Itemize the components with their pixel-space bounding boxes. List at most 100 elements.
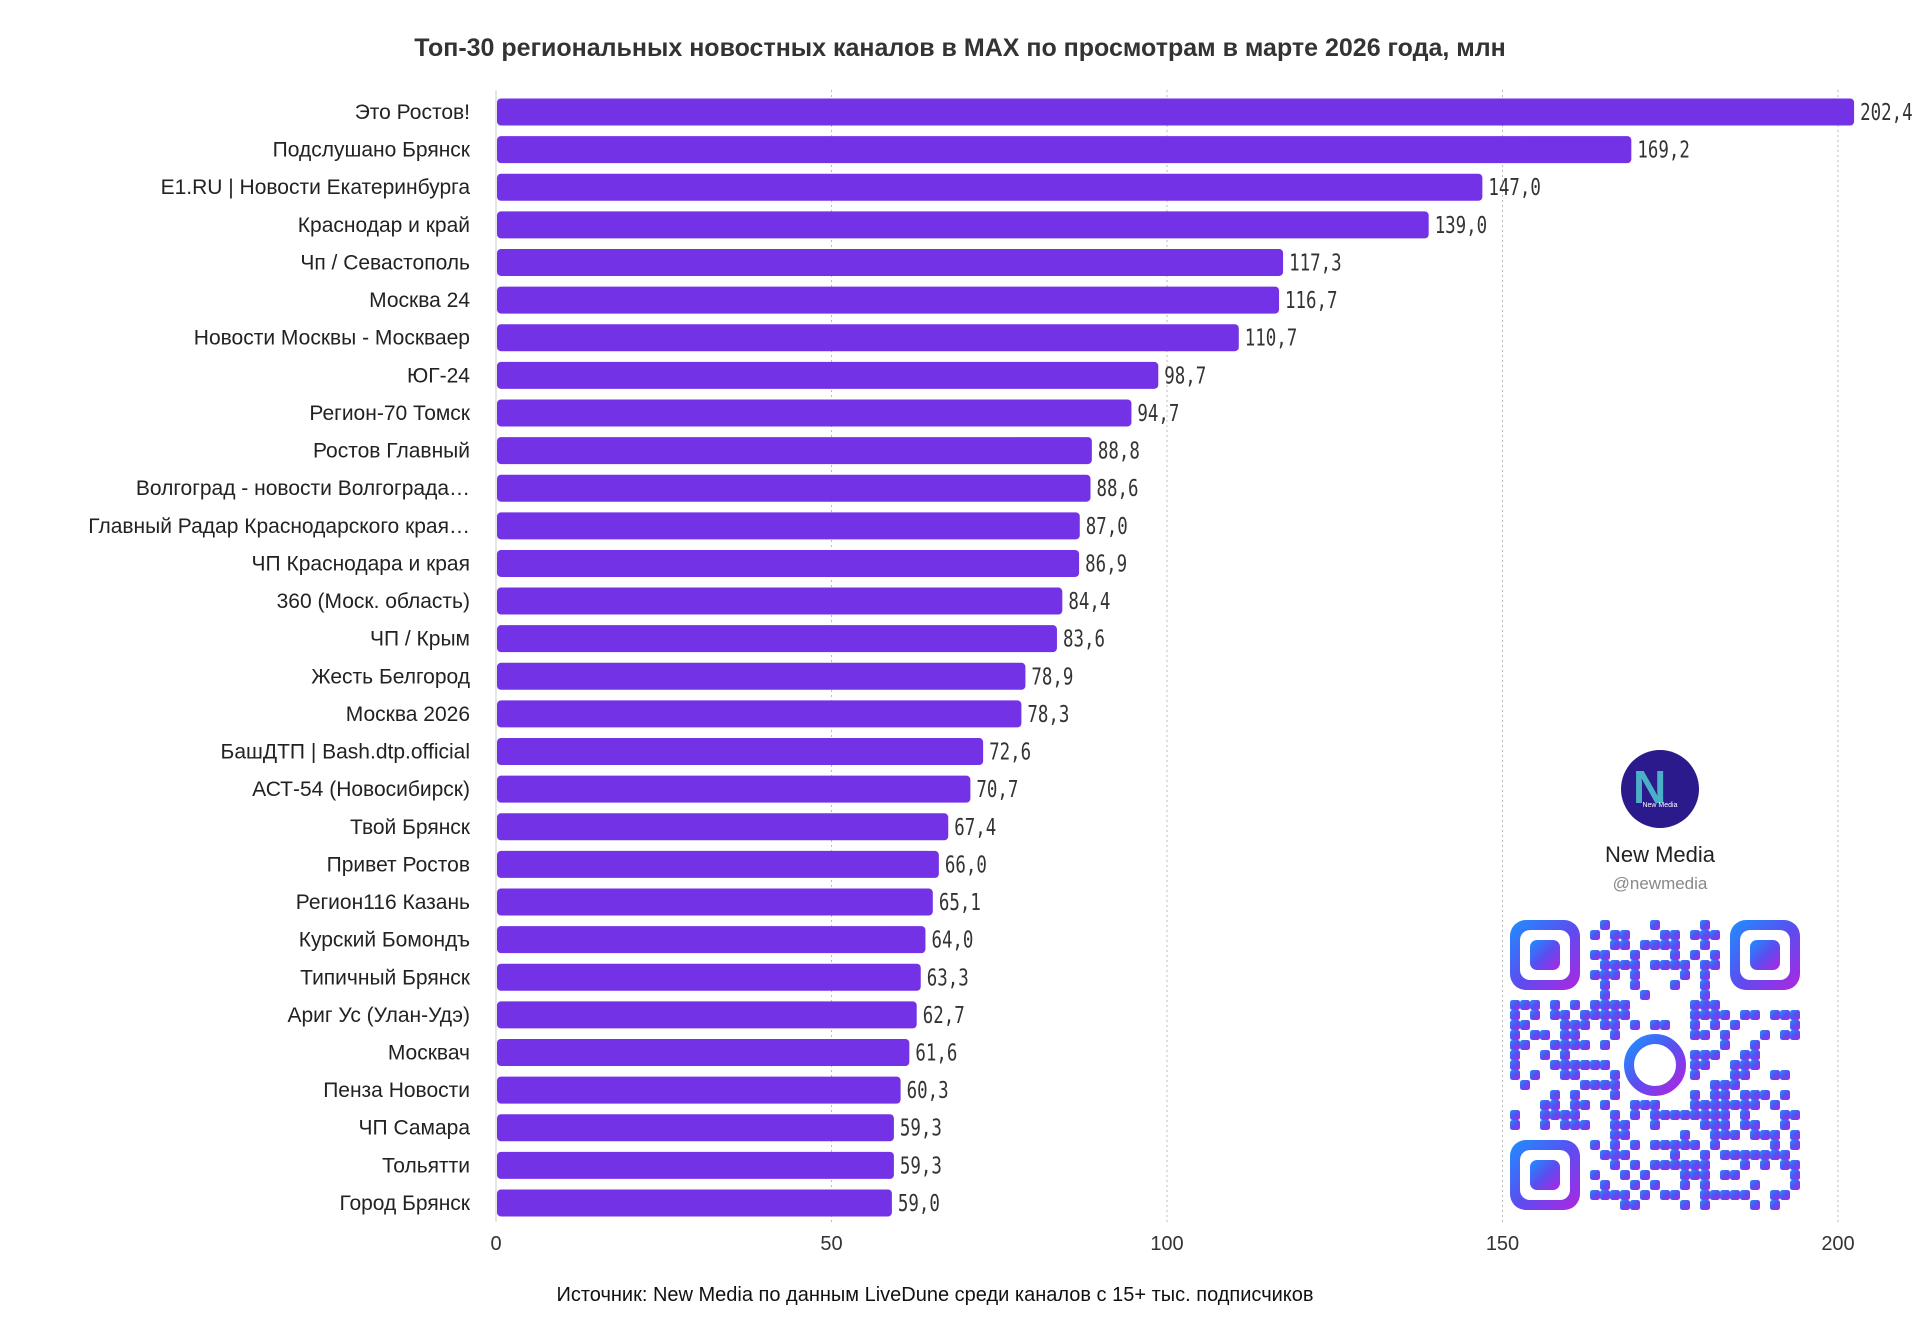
bar bbox=[497, 248, 1284, 276]
category-label: Тольятти bbox=[382, 1154, 470, 1177]
bar bbox=[497, 437, 1092, 465]
category-label: Краснодар и край bbox=[298, 214, 470, 237]
value-label: 169,2 bbox=[1637, 138, 1690, 164]
bar bbox=[497, 136, 1632, 164]
value-label: 67,4 bbox=[954, 815, 996, 841]
value-label: 116,7 bbox=[1285, 288, 1338, 314]
bar bbox=[497, 813, 949, 841]
value-label: 110,7 bbox=[1245, 326, 1298, 352]
value-label: 139,0 bbox=[1435, 213, 1488, 239]
bar bbox=[497, 173, 1483, 201]
category-label: Курский Бомондъ bbox=[299, 929, 470, 952]
bar bbox=[497, 1151, 894, 1179]
bar bbox=[497, 324, 1239, 352]
category-label: Главный Радар Краснодарского края… bbox=[88, 515, 470, 538]
value-label: 88,8 bbox=[1098, 439, 1140, 465]
value-label: 88,6 bbox=[1097, 476, 1139, 502]
value-label: 86,9 bbox=[1085, 551, 1127, 577]
category-label: АСТ-54 (Новосибирск) bbox=[252, 778, 470, 801]
bar bbox=[497, 888, 933, 916]
bar bbox=[497, 926, 926, 954]
bar bbox=[497, 775, 971, 803]
category-label: Типичный Брянск bbox=[300, 966, 471, 989]
category-label: ЮГ-24 bbox=[407, 364, 470, 387]
bar bbox=[497, 399, 1132, 427]
category-label: Регион116 Казань bbox=[296, 891, 470, 914]
bar bbox=[497, 850, 939, 878]
category-label: Привет Ростов bbox=[327, 853, 470, 876]
x-tick-label: 0 bbox=[490, 1233, 501, 1255]
logo-text: New Media bbox=[1642, 802, 1678, 809]
bar bbox=[497, 1189, 892, 1217]
category-label: Город Брянск bbox=[339, 1192, 470, 1215]
brand-handle: @newmedia bbox=[1612, 874, 1708, 893]
qr-code-icon bbox=[1510, 920, 1800, 1210]
value-label: 59,3 bbox=[900, 1153, 942, 1179]
category-label: Москва 2026 bbox=[346, 703, 470, 726]
value-label: 64,0 bbox=[931, 928, 973, 954]
value-label: 65,1 bbox=[939, 890, 981, 916]
value-label: 63,3 bbox=[927, 965, 969, 991]
category-label: Волгоград - новости Волгограда… bbox=[136, 477, 470, 500]
bar bbox=[497, 512, 1080, 540]
category-label: 360 (Моск. область) bbox=[277, 590, 470, 613]
value-label: 66,0 bbox=[945, 852, 987, 878]
category-label: ЧП Краснодара и края bbox=[252, 552, 470, 575]
category-label: Регион-70 Томск bbox=[309, 402, 470, 425]
bar bbox=[497, 1001, 917, 1029]
category-label: Это Ростов! bbox=[355, 101, 470, 124]
value-label: 78,9 bbox=[1031, 664, 1073, 690]
value-label: 202,4 bbox=[1860, 100, 1913, 126]
category-label: Ариг Ус (Улан-Удэ) bbox=[287, 1004, 470, 1027]
source-note: Источник: New Media по данным LiveDune с… bbox=[556, 1284, 1314, 1306]
category-label: E1.RU | Новости Екатеринбурга bbox=[161, 176, 471, 199]
value-label: 61,6 bbox=[915, 1041, 957, 1067]
bar bbox=[497, 211, 1429, 239]
category-label: Ростов Главный bbox=[313, 440, 470, 463]
x-tick-label: 100 bbox=[1150, 1233, 1183, 1255]
bar bbox=[497, 98, 1855, 126]
x-tick-label: 200 bbox=[1821, 1233, 1854, 1255]
value-label: 98,7 bbox=[1164, 363, 1206, 389]
value-label: 59,0 bbox=[898, 1191, 940, 1217]
bar bbox=[497, 549, 1080, 577]
value-label: 83,6 bbox=[1063, 627, 1105, 653]
category-label: Москва 24 bbox=[369, 289, 470, 312]
bar bbox=[497, 474, 1091, 502]
brand-name: New Media bbox=[1604, 842, 1716, 867]
chart-title: Топ-30 региональных новостных каналов в … bbox=[414, 34, 1506, 62]
value-label: 117,3 bbox=[1289, 250, 1342, 276]
bar bbox=[497, 700, 1022, 728]
bar bbox=[497, 286, 1280, 314]
category-label: Жесть Белгород bbox=[311, 665, 470, 688]
category-label: Чп / Севастополь bbox=[300, 251, 470, 274]
bar bbox=[497, 662, 1026, 690]
value-label: 94,7 bbox=[1137, 401, 1179, 427]
category-label: Твой Брянск bbox=[350, 816, 471, 839]
category-label: ЧП Самара bbox=[359, 1117, 471, 1140]
x-tick-label: 150 bbox=[1486, 1233, 1519, 1255]
category-label: ЧП / Крым bbox=[370, 628, 470, 651]
bar bbox=[497, 738, 984, 766]
bar bbox=[497, 1039, 910, 1066]
value-label: 78,3 bbox=[1027, 702, 1069, 728]
bar bbox=[497, 587, 1063, 615]
value-label: 62,7 bbox=[923, 1003, 965, 1029]
category-label: Москвач bbox=[388, 1042, 470, 1065]
category-label: Подслушано Брянск bbox=[273, 139, 471, 162]
value-label: 60,3 bbox=[907, 1078, 949, 1104]
bar bbox=[497, 1076, 901, 1104]
category-label: Новости Москвы - Москваер bbox=[194, 327, 470, 350]
brand-block: N New Media New Media @newmedia bbox=[1540, 750, 1780, 894]
category-label: Пенза Новости bbox=[323, 1079, 470, 1102]
bar bbox=[497, 361, 1159, 389]
bar bbox=[497, 1114, 894, 1142]
value-label: 72,6 bbox=[989, 740, 1031, 766]
bar bbox=[497, 625, 1057, 653]
value-label: 70,7 bbox=[976, 777, 1018, 803]
x-tick-label: 50 bbox=[820, 1233, 842, 1255]
new-media-logo-icon: N New Media bbox=[1621, 750, 1699, 828]
value-label: 147,0 bbox=[1488, 175, 1541, 201]
value-label: 59,3 bbox=[900, 1116, 942, 1142]
